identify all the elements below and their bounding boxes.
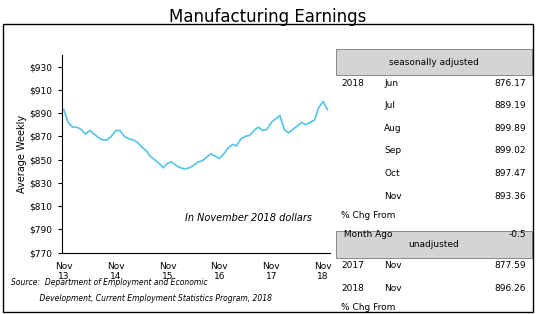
Text: Manufacturing Earnings: Manufacturing Earnings bbox=[169, 8, 367, 26]
Text: seasonally adjusted: seasonally adjusted bbox=[389, 57, 479, 67]
Text: 897.47: 897.47 bbox=[495, 169, 526, 178]
Text: Aug: Aug bbox=[384, 124, 402, 133]
Text: 2018: 2018 bbox=[341, 284, 364, 293]
Text: 893.36: 893.36 bbox=[495, 192, 526, 201]
Text: Jun: Jun bbox=[384, 78, 398, 88]
Text: 877.59: 877.59 bbox=[495, 261, 526, 270]
Text: Nov: Nov bbox=[384, 192, 402, 201]
Text: -0.5: -0.5 bbox=[509, 230, 526, 240]
Text: % Chg From: % Chg From bbox=[341, 303, 396, 312]
Text: In November 2018 dollars: In November 2018 dollars bbox=[185, 213, 312, 223]
Text: unadjusted: unadjusted bbox=[408, 240, 459, 249]
Text: Oct: Oct bbox=[384, 169, 400, 178]
Text: 899.02: 899.02 bbox=[495, 146, 526, 155]
Text: Nov: Nov bbox=[384, 261, 402, 270]
Text: 876.17: 876.17 bbox=[495, 78, 526, 88]
Text: 889.19: 889.19 bbox=[495, 101, 526, 110]
Text: % Chg From: % Chg From bbox=[341, 211, 396, 220]
Y-axis label: Average Weekly: Average Weekly bbox=[17, 115, 27, 193]
Text: Nov: Nov bbox=[384, 284, 402, 293]
Text: Jul: Jul bbox=[384, 101, 396, 110]
Text: Source:  Department of Employment and Economic: Source: Department of Employment and Eco… bbox=[11, 278, 207, 287]
Text: 2018: 2018 bbox=[341, 78, 364, 88]
Text: 899.89: 899.89 bbox=[495, 124, 526, 133]
Text: Sep: Sep bbox=[384, 146, 401, 155]
Text: Development, Current Employment Statistics Program, 2018: Development, Current Employment Statisti… bbox=[11, 294, 272, 303]
Text: 2017: 2017 bbox=[341, 261, 364, 270]
Text: 896.26: 896.26 bbox=[495, 284, 526, 293]
Text: Month Ago: Month Ago bbox=[341, 230, 393, 240]
